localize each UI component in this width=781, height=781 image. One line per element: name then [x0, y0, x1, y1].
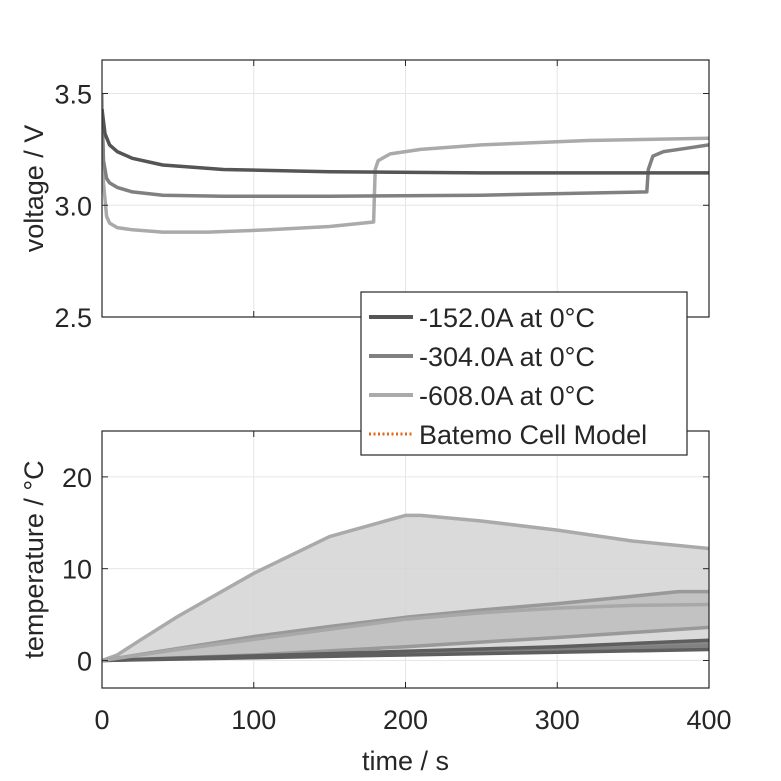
- y-axis-label: voltage / V: [19, 125, 49, 253]
- legend-label: -152.0A at 0°C: [419, 303, 595, 333]
- legend-label: -608.0A at 0°C: [419, 381, 595, 411]
- legend-box: [360, 291, 688, 456]
- band-lower-line: [102, 647, 709, 663]
- x-tick-label: 400: [686, 705, 731, 735]
- legend-label: Batemo Cell Model: [419, 420, 647, 450]
- y-tick-label: 10: [62, 555, 92, 585]
- x-tick-label: 100: [231, 705, 276, 735]
- voltage-series-group: [102, 93, 709, 234]
- band-upper-line: [102, 513, 709, 663]
- y-tick-label: 3.0: [54, 191, 92, 221]
- series-line: [102, 93, 709, 234]
- x-tick-label: 300: [535, 705, 580, 735]
- series-line: [102, 108, 709, 175]
- series-line: [102, 111, 709, 199]
- band-upper-line: [102, 589, 709, 663]
- y-tick-label: 20: [62, 463, 92, 493]
- x-tick-label: 0: [94, 705, 109, 735]
- y-tick-label: 0: [77, 646, 92, 676]
- temperature-line: [102, 602, 709, 663]
- x-tick-label: 200: [383, 705, 428, 735]
- y-axis-label: temperature / °C: [19, 460, 49, 658]
- legend-label: -304.0A at 0°C: [419, 342, 595, 372]
- x-axis-label: time / s: [362, 746, 449, 776]
- y-tick-label: 3.5: [54, 80, 92, 110]
- temperature-band-group: [102, 513, 709, 663]
- legend: -152.0A at 0°C -304.0A at 0°C -608.0A at 0…: [360, 291, 688, 456]
- y-tick-label: 2.5: [54, 303, 92, 333]
